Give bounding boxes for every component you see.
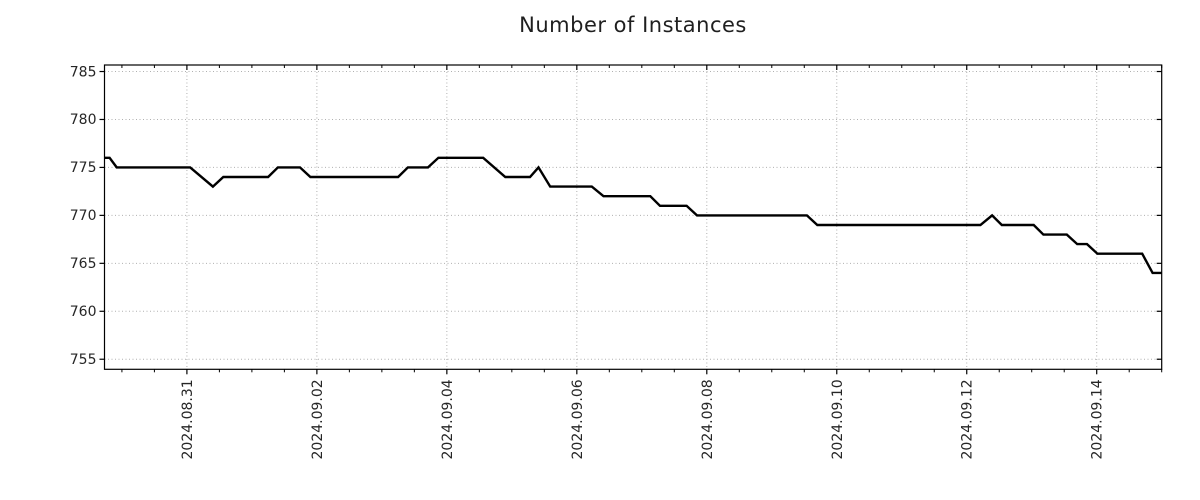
x-tick-label: 2024.09.10 bbox=[830, 379, 846, 459]
x-tick-label: 2024.09.12 bbox=[960, 379, 976, 459]
x-tick-label: 2024.09.14 bbox=[1090, 379, 1106, 459]
y-tick-label: 755 bbox=[70, 352, 97, 368]
x-tick-label: 2024.09.08 bbox=[700, 379, 716, 459]
y-tick-label: 770 bbox=[70, 208, 97, 224]
axis-frame bbox=[103, 64, 1163, 370]
y-tick-label: 785 bbox=[70, 64, 97, 80]
y-tick-label: 780 bbox=[70, 112, 97, 128]
x-tick-label: 2024.08.31 bbox=[180, 379, 196, 459]
y-tick-label: 775 bbox=[70, 160, 97, 176]
x-tick-label: 2024.09.06 bbox=[570, 379, 586, 459]
chart-title: Number of Instances bbox=[519, 13, 747, 37]
y-tick-label: 765 bbox=[70, 256, 97, 272]
y-tick-label: 760 bbox=[70, 304, 97, 320]
series-line bbox=[104, 156, 1162, 275]
x-tick-label: 2024.09.02 bbox=[310, 379, 326, 459]
x-tick-label: 2024.09.04 bbox=[440, 379, 456, 459]
